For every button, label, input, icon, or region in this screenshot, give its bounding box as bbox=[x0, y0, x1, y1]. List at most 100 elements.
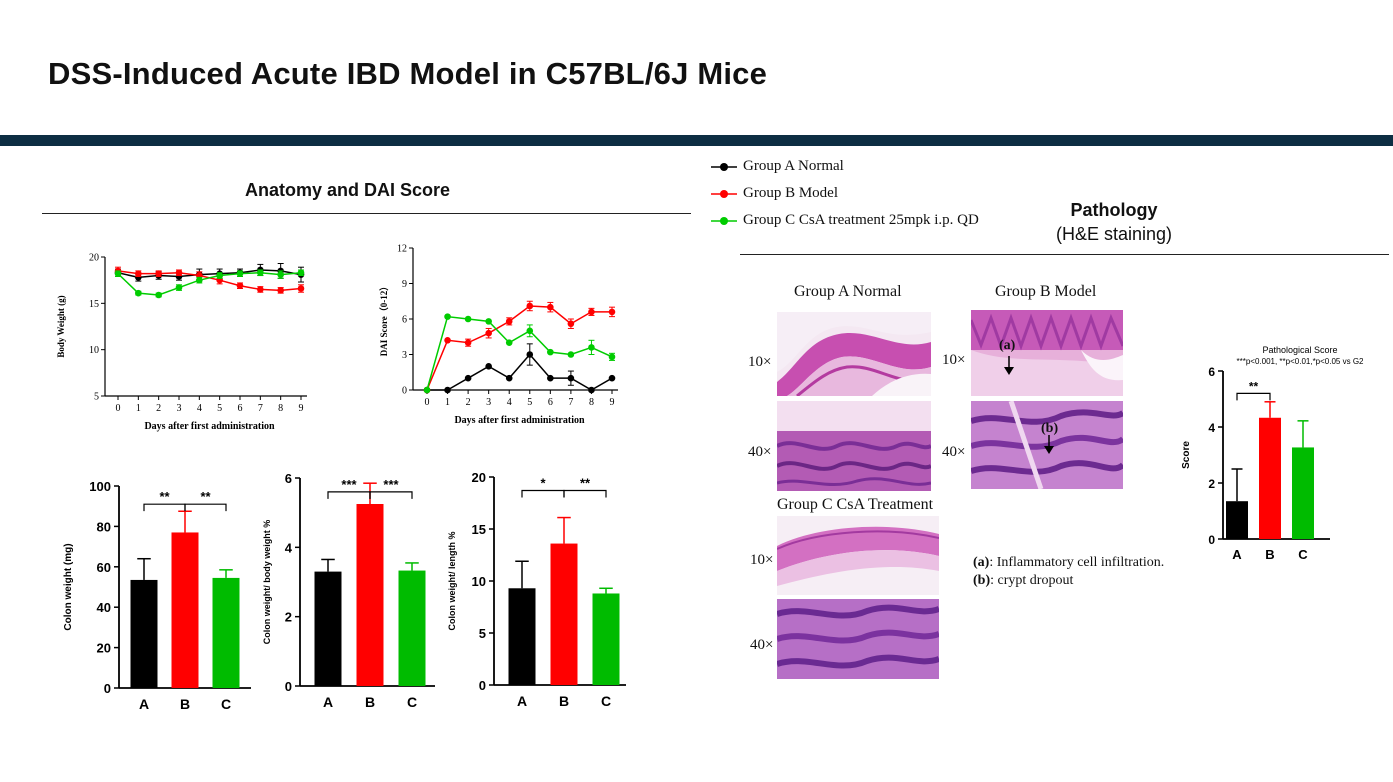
series-line bbox=[426, 315, 613, 391]
group-b-mag-low: 10× bbox=[942, 352, 966, 368]
y-axis-label: Colon weight/ body weight % bbox=[262, 520, 272, 645]
data-point bbox=[216, 272, 223, 279]
significance-bracket bbox=[1236, 392, 1271, 401]
pathological-score-chart: Pathological Score ***p<0.001, **p<0.01,*… bbox=[1181, 345, 1365, 562]
anatomy-title: Anatomy and DAI Score bbox=[244, 180, 451, 200]
y-tick-label: 15 bbox=[89, 299, 99, 310]
data-point bbox=[236, 270, 244, 277]
y-tick-label: 20 bbox=[89, 253, 99, 264]
data-point bbox=[526, 327, 534, 335]
x-tick-label: 9 bbox=[299, 403, 304, 414]
marker-b: (b) bbox=[1041, 421, 1059, 436]
series-line bbox=[426, 305, 612, 391]
group-a-histology-10x bbox=[777, 312, 931, 396]
body-weight-chart: 5 10 15 20 0 1 2 3 4 5 6 7 8 9 Days after first admini… bbox=[56, 253, 307, 432]
group-c-histology-40x bbox=[777, 599, 939, 679]
title-band bbox=[0, 135, 1393, 146]
x-tick-label: A bbox=[1232, 547, 1242, 562]
data-point bbox=[567, 320, 575, 328]
colon-weight-body-weight-chart: 0 2 4 6 Colon weight/ body weight % A B C *** *** bbox=[262, 471, 435, 710]
bar-C bbox=[398, 570, 426, 686]
bar-B bbox=[171, 532, 199, 688]
y-tick-label: 9 bbox=[402, 279, 407, 290]
y-axis-label: Score bbox=[1181, 441, 1192, 469]
anatomy-divider bbox=[42, 213, 691, 214]
y-tick-label: 6 bbox=[285, 471, 292, 486]
group-c-mag-low: 10× bbox=[750, 552, 774, 568]
data-point bbox=[135, 270, 142, 277]
pathology-title: Pathology bbox=[1070, 200, 1158, 220]
note-a-text: : Inflammatory cell infiltration. bbox=[989, 555, 1165, 570]
legend-label-c: Group C CsA treatment 25mpk i.p. QD bbox=[743, 212, 979, 228]
data-point bbox=[297, 285, 305, 292]
group-a-mag-low: 10× bbox=[748, 354, 772, 370]
x-tick-label: 2 bbox=[466, 397, 471, 408]
x-tick-label: A bbox=[139, 696, 149, 712]
note-a: (a): Inflammatory cell infiltration. bbox=[973, 555, 1164, 571]
data-point bbox=[505, 318, 513, 325]
note-a-key: (a) bbox=[973, 555, 990, 570]
data-point bbox=[464, 374, 472, 382]
data-point bbox=[444, 386, 451, 394]
group-b-mag-high: 40× bbox=[942, 444, 966, 460]
data-point bbox=[464, 315, 472, 323]
legend-label-a: Group A Normal bbox=[743, 158, 844, 174]
significance-label: *** bbox=[341, 477, 357, 492]
x-tick-label: 6 bbox=[238, 403, 243, 414]
data-point bbox=[175, 284, 183, 291]
y-tick-label: 2 bbox=[1208, 477, 1215, 491]
x-tick-label: 7 bbox=[258, 403, 263, 414]
data-point bbox=[464, 339, 472, 346]
significance-bracket bbox=[184, 503, 227, 512]
y-tick-label: 20 bbox=[472, 470, 486, 485]
data-point bbox=[505, 339, 513, 346]
x-tick-label: 5 bbox=[217, 403, 222, 414]
series-line bbox=[117, 272, 302, 296]
y-tick-label: 6 bbox=[402, 315, 407, 326]
group-b-histology-40x: (b) bbox=[971, 401, 1123, 489]
group-a-mag-high: 40× bbox=[748, 444, 772, 460]
data-point bbox=[588, 308, 595, 316]
x-tick-label: B bbox=[1265, 547, 1274, 562]
group-a-title: Group A Normal bbox=[794, 283, 902, 300]
data-point bbox=[547, 374, 554, 382]
x-tick-label: C bbox=[407, 694, 417, 710]
chart-subtitle: ***p<0.001, **p<0.01,*p<0.05 vs G2 bbox=[1237, 357, 1365, 366]
x-tick-label: 1 bbox=[136, 403, 141, 414]
significance-bracket bbox=[563, 489, 607, 498]
note-b-text: : crypt dropout bbox=[990, 573, 1074, 588]
y-tick-label: 0 bbox=[402, 386, 407, 397]
y-tick-label: 60 bbox=[97, 560, 111, 575]
group-b-title: Group B Model bbox=[995, 283, 1097, 300]
x-tick-label: 4 bbox=[507, 397, 512, 408]
significance-bracket bbox=[143, 503, 186, 512]
x-tick-label: A bbox=[517, 693, 527, 709]
data-point bbox=[608, 308, 616, 316]
data-point bbox=[444, 313, 451, 320]
data-point bbox=[114, 270, 122, 277]
series-line bbox=[427, 353, 613, 391]
data-point bbox=[155, 291, 162, 299]
bar-A bbox=[314, 571, 342, 686]
series-line bbox=[117, 269, 302, 279]
x-tick-label: C bbox=[1298, 547, 1308, 562]
data-point bbox=[485, 318, 492, 325]
significance-bracket bbox=[327, 491, 371, 499]
data-point bbox=[588, 386, 595, 394]
bar-C bbox=[592, 593, 620, 685]
y-tick-label: 15 bbox=[472, 522, 486, 537]
data-point bbox=[257, 269, 264, 277]
note-b-key: (b) bbox=[973, 573, 991, 588]
data-point bbox=[526, 351, 534, 358]
data-point bbox=[423, 386, 431, 394]
y-tick-label: 0 bbox=[1208, 533, 1215, 547]
legend-marker-b bbox=[711, 190, 737, 198]
bar-C bbox=[1292, 447, 1314, 539]
y-tick-label: 10 bbox=[472, 574, 486, 589]
data-point bbox=[257, 286, 264, 293]
significance-label: * bbox=[540, 476, 546, 491]
x-tick-label: 8 bbox=[589, 397, 594, 408]
data-point bbox=[444, 337, 451, 344]
